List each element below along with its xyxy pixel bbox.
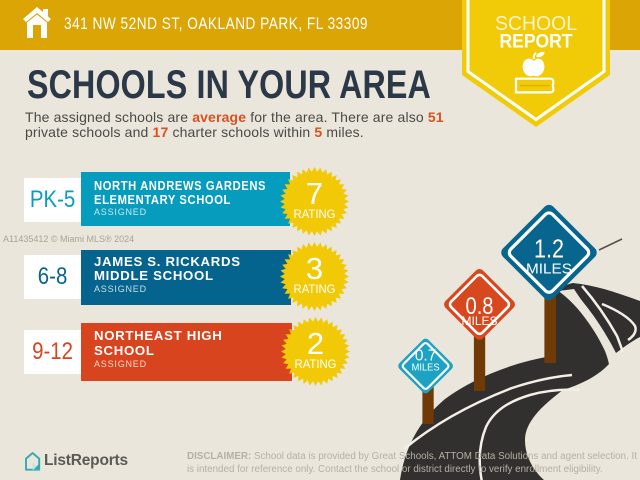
svg-text:RATING: RATING bbox=[293, 282, 335, 296]
svg-text:0.7: 0.7 bbox=[415, 348, 437, 365]
svg-text:MILES: MILES bbox=[462, 316, 498, 328]
svg-text:7: 7 bbox=[305, 176, 322, 211]
svg-text:MILES: MILES bbox=[412, 362, 440, 374]
svg-text:RATING: RATING bbox=[293, 207, 335, 221]
svg-text:MILES: MILES bbox=[526, 261, 572, 278]
svg-text:SCHOOL: SCHOOL bbox=[495, 13, 577, 35]
svg-text:1.2: 1.2 bbox=[534, 234, 564, 264]
svg-text:2: 2 bbox=[306, 326, 323, 361]
svg-text:RATING: RATING bbox=[294, 357, 336, 371]
svg-text:REPORT: REPORT bbox=[500, 32, 573, 53]
svg-text:0.8: 0.8 bbox=[466, 293, 494, 320]
svg-text:3: 3 bbox=[305, 251, 322, 286]
